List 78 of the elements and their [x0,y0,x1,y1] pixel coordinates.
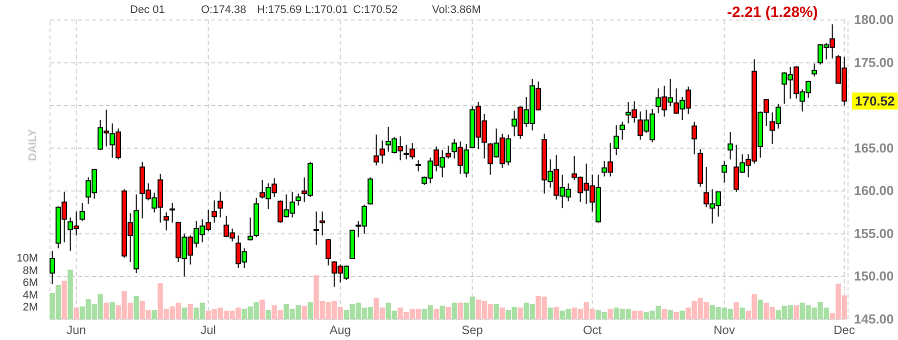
y-tick-label: 160.00 [854,183,894,198]
text: 170.52 [855,94,895,109]
text: O:174.38 [201,4,246,16]
bar [554,307,559,320]
bar [548,308,553,320]
candlestick [164,212,169,231]
bar [662,308,667,320]
bar [68,270,73,320]
bar [500,308,505,320]
candlestick [314,211,319,246]
bar [608,308,613,320]
x-tick-label: Sep [462,322,484,337]
candlestick [218,191,223,218]
y-tick-label: 175.00 [854,54,894,70]
x-tick-label: Nov [714,322,735,337]
bar [188,304,193,320]
candlestick [722,160,727,183]
y-tick-label: 165.00 [854,140,894,156]
candlestick [416,160,421,172]
y-tick-label: 155.00 [854,226,894,241]
bar [152,310,157,320]
bar [134,296,139,320]
candlestick [374,134,379,166]
y2-tick-label: 10M [16,252,38,265]
y2-tick-label: 6M [22,277,38,290]
bar [794,305,799,320]
candlestick [620,121,625,140]
y2-tick-label: 8M [22,264,38,277]
bar [266,310,271,320]
x-tick-label: Aug [330,322,351,337]
annotation: -2.21 (1.28%) [727,4,818,21]
bar [446,307,451,320]
text: C:170.52 [353,4,398,16]
bar [260,300,265,320]
bar [302,306,307,320]
candlestick [326,238,331,266]
bar [758,300,763,320]
bar [494,304,499,320]
x-tick-label: Dec [834,322,855,337]
text: Dec 01 [130,4,165,16]
y2-tick-label: 2M [22,302,38,314]
candlestick [728,132,733,160]
candlestick [614,124,619,156]
y2-tick-label: 4M [22,289,38,302]
bar [74,308,79,320]
x-tick-label: Jul [200,322,216,337]
candlestick [692,121,697,155]
candlestick [380,140,385,164]
candlestick [296,193,301,206]
bar [674,312,679,320]
text: H:175.69 [257,4,302,16]
text: Vol:3.86M [432,4,481,16]
text: L:170.01 [305,4,348,16]
bar [104,302,109,320]
bar [452,302,457,320]
bar [110,302,115,320]
bar [434,308,439,320]
bar [740,308,745,320]
bar [458,302,463,320]
candlestick [80,202,85,222]
bar [518,308,523,320]
candlestick [212,200,217,224]
bar [680,310,685,320]
bar [182,308,187,320]
y-tick-label: 145.00 [854,311,894,326]
bar [62,280,67,320]
candlestick [320,211,325,236]
candlestick [170,202,175,224]
bar [440,306,445,320]
candlestick [812,63,817,77]
x-tick-label: Oct [582,322,602,337]
bar [668,310,673,320]
y-tick-label: 180.00 [854,12,894,28]
candlestick [248,217,253,242]
y-tick-label: 150.00 [854,268,894,284]
bar [734,302,739,320]
bar [308,302,313,320]
x-tick-label: Jun [66,322,86,337]
